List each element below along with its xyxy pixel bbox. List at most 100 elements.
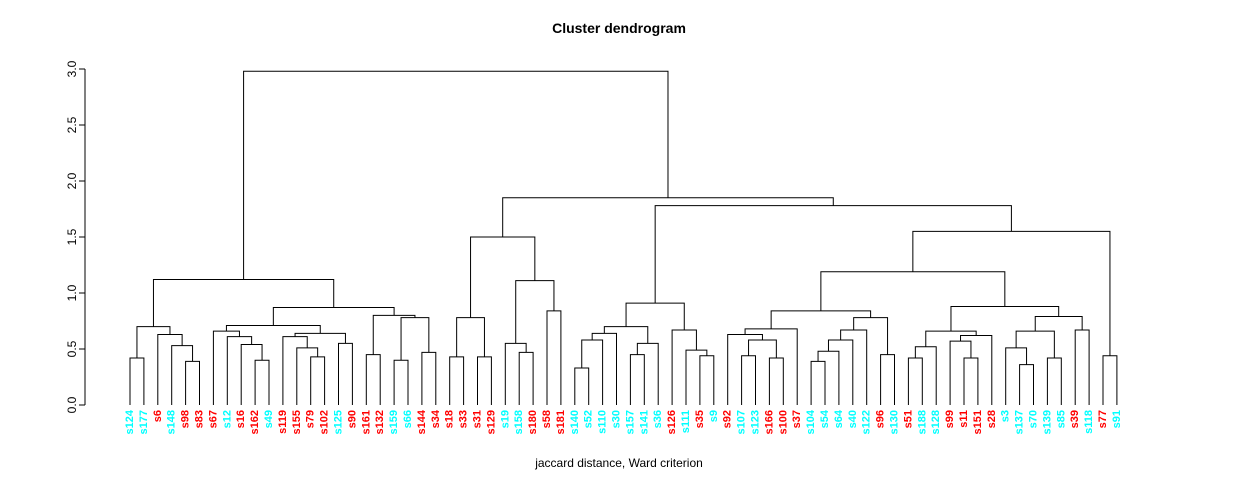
leaf-label-s70: s70 [1028,410,1040,428]
dendrogram-link [515,280,555,344]
dendrogram-link [853,317,889,355]
leaf-label-s126: s126 [666,410,678,434]
leaf-label-s67: s67 [207,410,219,428]
dendrogram-link [372,314,416,355]
dendrogram-link [603,326,649,344]
leaf-label-s79: s79 [305,410,317,428]
dendrogram-link [581,339,604,405]
dendrogram-link [591,332,617,405]
leaf-label-s64: s64 [833,409,845,428]
leaf-label-s148: s148 [166,410,178,434]
leaf-label-s58: s58 [541,410,553,428]
dendrogram-link [574,367,590,405]
dendrogram-link [400,317,430,361]
dendrogram-link [240,344,263,405]
leaf-label-s177: s177 [138,410,150,434]
leaf-label-s96: s96 [875,410,887,428]
y-tick-label: 3.0 [65,60,79,77]
leaf-label-s30: s30 [611,410,623,428]
dendrogram-link [456,317,485,357]
dendrogram-link [768,357,784,405]
dendrogram-link [226,336,253,405]
leaf-label-s159: s159 [388,410,400,434]
leaf-label-s110: s110 [597,410,609,434]
dendrogram-link [912,230,1111,356]
dendrogram-link [470,236,536,318]
leaf-label-s12: s12 [221,410,233,428]
dendrogram-link [625,302,685,330]
dendrogram-link [171,345,194,405]
dendrogram-link [1046,357,1062,405]
dendrogram-link [157,333,183,405]
dendrogram-link [636,342,659,405]
leaf-label-s90: s90 [346,410,358,428]
leaf-label-s36: s36 [652,410,664,428]
leaf-label-s130: s130 [889,410,901,434]
leaf-label-s6: s6 [152,410,164,422]
leaf-label-s107: s107 [736,410,748,434]
leaf-label-s85: s85 [1055,410,1067,428]
dendrogram-link [212,330,240,405]
y-tick-label: 1.0 [65,284,79,301]
dendrogram-link [1019,364,1034,405]
leaf-label-s124: s124 [124,409,136,434]
leaf-label-s155: s155 [291,410,303,434]
dendrogram-link [629,354,645,405]
dendrogram-link [840,329,868,405]
dendrogram-link [294,332,346,344]
chart-title: Cluster dendrogram [552,20,686,36]
leaf-label-s92: s92 [722,410,734,428]
x-axis-label: jaccard distance, Ward criterion [535,456,703,470]
leaf-label-s122: s122 [861,410,873,434]
leaf-label-s128: s128 [930,410,942,434]
dendrogram-link [950,305,1060,332]
dendrogram-link [365,354,381,405]
dendrogram-link [963,357,979,405]
leaf-label-s188: s188 [916,410,928,434]
leaf-label-s119: s119 [277,410,289,434]
dendrogram-link [1005,347,1028,405]
leaf-label-s54: s54 [819,409,831,428]
dendrogram-link [727,333,763,405]
dendrogram-link [502,197,834,237]
leaf-label-s19: s19 [499,410,511,428]
dendrogram-link [129,357,145,405]
leaf-label-s91: s91 [1111,410,1123,428]
leaf-label-s132: s132 [374,410,386,434]
leaf-label-s98: s98 [180,410,192,428]
leaf-label-s99: s99 [944,410,956,428]
leaf-label-s129: s129 [485,410,497,434]
dendrogram-link [518,351,534,405]
leaf-label-s158: s158 [513,410,525,434]
leaf-label-s137: s137 [1014,410,1026,434]
y-tick-label: 1.5 [65,228,79,245]
leaf-label-s37: s37 [791,410,803,428]
leaf-label-s100: s100 [777,410,789,434]
dendrogram-link [421,351,437,405]
leaf-label-s140: s140 [569,410,581,434]
dendrogram-link [827,339,854,405]
leaf-label-s9: s9 [708,410,720,422]
leaf-label-s18: s18 [444,410,456,428]
dendrogram-link [685,349,708,405]
dendrogram-link [338,342,353,405]
leaf-label-s151: s151 [972,410,984,434]
dendrogram-link [699,355,715,405]
dendrogram-link [1034,316,1083,332]
leaf-label-s166: s166 [763,410,775,434]
leaf-label-s180: s180 [527,410,539,434]
leaf-label-s39: s39 [1069,410,1081,428]
dendrogram-link [770,310,872,329]
leaf-label-s118: s118 [1083,410,1095,434]
dendrogram-link [282,336,308,405]
leaf-label-s181: s181 [555,410,567,434]
leaf-label-s49: s49 [263,410,275,428]
dendrogram-link [243,70,669,280]
dendrogram-link [310,356,326,405]
dendrogram-link [880,354,895,405]
leaf-label-s66: s66 [402,410,414,428]
dendrogram-link [393,359,409,405]
leaf-label-s162: s162 [249,410,261,434]
